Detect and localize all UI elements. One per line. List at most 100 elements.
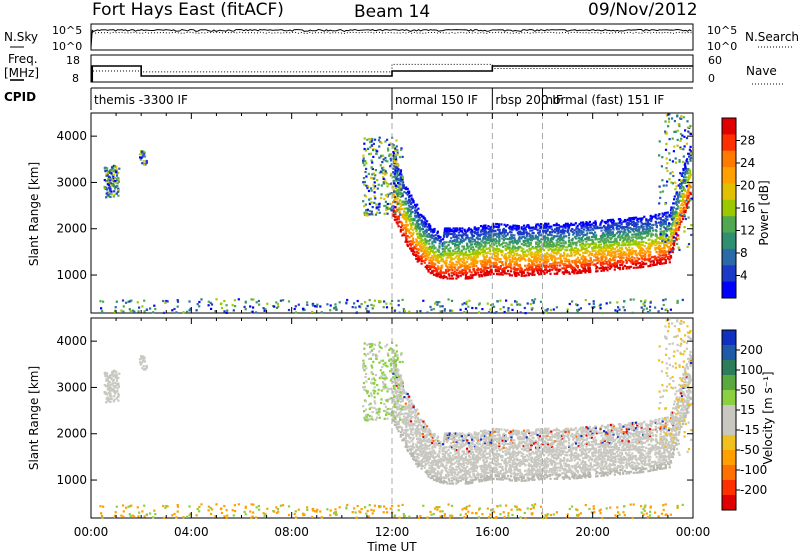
range-cell: [582, 224, 585, 227]
range-cell: [397, 202, 400, 205]
range-cell: [665, 254, 668, 258]
range-cell: [460, 241, 464, 244]
range-cell: [648, 242, 651, 245]
range-cell: [547, 253, 550, 256]
range-cell: [651, 226, 654, 230]
range-cell: [406, 240, 409, 243]
range-cell: [545, 225, 548, 228]
range-cell: [601, 311, 604, 315]
range-cell: [255, 311, 258, 314]
range-cell: [394, 160, 397, 163]
range-cell: [385, 206, 388, 209]
range-cell: [447, 249, 450, 252]
range-cell: [421, 464, 424, 467]
range-cell: [406, 448, 409, 451]
range-cell: [494, 254, 497, 257]
range-cell: [329, 304, 332, 307]
range-cell: [474, 271, 477, 274]
range-cell: [619, 256, 622, 260]
range-cell: [461, 303, 464, 306]
range-cell: [684, 209, 687, 212]
range-cell: [575, 303, 578, 306]
range-cell: [566, 229, 569, 232]
range-cell: [624, 246, 627, 249]
range-cell: [392, 158, 395, 161]
range-cell: [410, 430, 413, 433]
range-cell: [429, 429, 432, 432]
range-cell: [622, 256, 625, 259]
range-cell: [658, 202, 661, 205]
range-cell: [567, 243, 570, 246]
range-cell: [416, 260, 419, 263]
range-cell: [406, 217, 409, 220]
range-cell: [578, 231, 581, 234]
range-cell: [642, 261, 645, 264]
range-cell: [395, 415, 399, 418]
range-cell: [410, 197, 413, 200]
range-cell: [438, 246, 441, 249]
range-cell: [608, 227, 611, 230]
range-cell: [554, 224, 557, 227]
range-cell: [432, 445, 435, 448]
range-cell: [492, 222, 495, 225]
range-cell: [461, 269, 464, 272]
range-cell: [433, 266, 436, 269]
range-cell: [522, 270, 525, 273]
range-cell: [538, 248, 541, 251]
range-cell: [465, 276, 468, 279]
range-cell: [437, 477, 440, 481]
range-cell: [417, 232, 420, 235]
range-cell: [415, 227, 418, 230]
range-cell: [367, 172, 370, 175]
range-cell: [587, 250, 590, 253]
range-cell: [513, 266, 516, 269]
range-cell: [545, 268, 548, 271]
range-cell: [511, 259, 514, 262]
range-cell: [407, 208, 410, 211]
range-cell: [638, 231, 641, 234]
range-cell: [416, 243, 420, 246]
range-cell: [462, 245, 466, 248]
range-cell: [606, 263, 610, 266]
range-cell: [597, 245, 600, 248]
range-cell: [632, 222, 636, 225]
range-cell: [406, 193, 409, 196]
range-cell: [314, 305, 317, 308]
range-cell: [527, 264, 530, 267]
range-cell: [598, 249, 601, 252]
range-cell: [399, 195, 402, 198]
range-cell: [592, 245, 595, 248]
range-cell: [390, 172, 393, 175]
range-cell: [434, 451, 437, 454]
range-cell: [618, 218, 622, 221]
range-cell: [465, 237, 468, 240]
range-cell: [396, 222, 399, 225]
range-cell: [520, 242, 523, 245]
range-cell: [393, 218, 396, 221]
range-cell: [669, 243, 673, 247]
range-cell: [632, 239, 635, 242]
range-cell: [410, 407, 413, 410]
range-cell: [689, 173, 692, 176]
range-cell: [630, 222, 633, 225]
range-cell: [659, 250, 662, 253]
range-cell: [433, 432, 436, 436]
range-cell: [401, 228, 404, 231]
range-cell: [610, 245, 613, 248]
range-cell: [561, 232, 564, 235]
range-cell: [552, 267, 555, 270]
range-cell: [406, 210, 409, 213]
range-cell: [631, 223, 634, 226]
range-cell: [586, 232, 589, 235]
range-cell: [411, 454, 415, 458]
range-cell: [418, 259, 421, 262]
range-cell: [556, 249, 559, 252]
range-cell: [475, 262, 478, 265]
range-cell: [395, 139, 398, 142]
range-cell: [444, 228, 447, 231]
range-cell: [515, 300, 518, 304]
range-cell: [408, 419, 411, 422]
range-cell: [393, 423, 396, 426]
range-cell: [420, 418, 423, 422]
range-cell: [677, 195, 680, 198]
